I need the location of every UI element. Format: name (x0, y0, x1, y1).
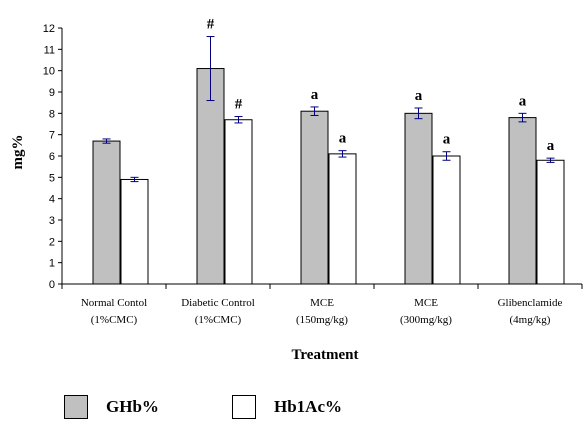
legend-swatch-hb1ac (232, 395, 256, 419)
x-category-label-4-1: (4mg/kg) (510, 314, 551, 326)
error-bar-ghb-1 (206, 36, 215, 102)
x-category-label-0-0: Normal Contol (81, 297, 147, 309)
error-bar-ghb-3 (414, 107, 423, 120)
y-tick-label-11: 11 (44, 44, 55, 56)
error-bar-hb1ac-2 (338, 150, 347, 158)
y-tick-label-10: 10 (43, 66, 55, 78)
error-bar-ghb-4 (518, 112, 527, 123)
y-tick-label-2: 2 (49, 236, 55, 248)
bar-ghb-2 (300, 110, 329, 285)
x-category-label-1-0: Diabetic Control (181, 297, 255, 309)
bar-ghb-1 (196, 68, 225, 285)
x-category-label-2-0: MCE (310, 297, 334, 309)
x-axis-title: Treatment (292, 347, 359, 363)
y-tick-label-8: 8 (49, 108, 55, 120)
error-bar-ghb-0 (102, 138, 111, 144)
annotation-ghb-1: # (207, 17, 215, 33)
annotation-ghb-4: a (519, 93, 527, 109)
x-category-label-0-1: (1%CMC) (91, 314, 138, 326)
bar-hb1ac-2 (328, 153, 357, 285)
y-tick-label-7: 7 (49, 130, 55, 142)
bar-ghb-0 (92, 140, 121, 285)
bar-ghb-3 (404, 112, 433, 285)
legend-swatch-ghb (64, 395, 88, 419)
x-category-label-3-1: (300mg/kg) (400, 314, 452, 326)
error-bar-hb1ac-1 (234, 116, 243, 124)
annotation-hb1ac-1: # (235, 97, 243, 113)
y-tick-label-5: 5 (49, 172, 55, 184)
annotation-hb1ac-4: a (547, 138, 555, 154)
y-axis-title: mg% (10, 135, 26, 170)
y-tick-label-4: 4 (49, 194, 55, 206)
error-bar-ghb-2 (310, 106, 319, 116)
error-bar-hb1ac-3 (442, 151, 451, 161)
error-bar-hb1ac-4 (546, 157, 555, 163)
legend-label-hb1ac: Hb1Ac% (274, 397, 342, 416)
annotation-hb1ac-3: a (443, 132, 451, 148)
bar-ghb-4 (508, 117, 537, 285)
legend-label-ghb: GHb% (106, 397, 159, 416)
y-tick-label-0: 0 (49, 279, 55, 291)
annotation-ghb-2: a (311, 87, 319, 103)
y-tick-label-3: 3 (49, 215, 55, 227)
bar-hb1ac-0 (120, 178, 149, 285)
x-category-label-3-0: MCE (414, 297, 438, 309)
error-bar-hb1ac-0 (130, 176, 139, 183)
y-tick-label-6: 6 (49, 151, 55, 163)
bar-hb1ac-4 (536, 159, 565, 285)
bar-hb1ac-3 (432, 155, 461, 285)
annotation-hb1ac-2: a (339, 131, 347, 147)
x-category-label-4-0: Glibenclamide (498, 297, 563, 309)
x-category-label-1-1: (1%CMC) (195, 314, 242, 326)
y-tick-label-1: 1 (49, 258, 55, 270)
y-tick-label-9: 9 (49, 87, 55, 99)
y-tick-label-12: 12 (43, 23, 55, 35)
x-category-label-2-1: (150mg/kg) (296, 314, 348, 326)
bar-hb1ac-1 (224, 119, 253, 285)
annotation-ghb-3: a (415, 88, 423, 104)
